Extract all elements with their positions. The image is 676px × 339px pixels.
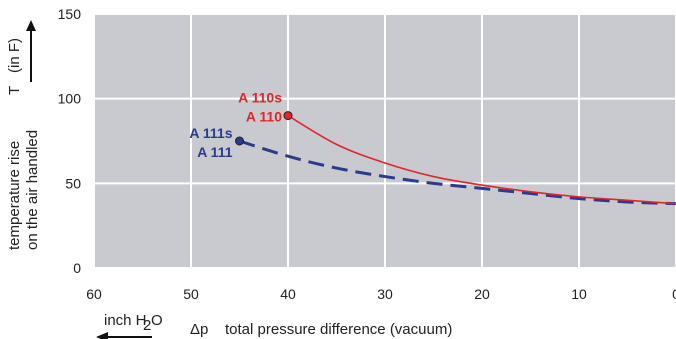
xlabel-unit: inch H (104, 312, 147, 329)
ylabel-symbol: T (6, 86, 23, 95)
series-label: A 110 (246, 109, 282, 125)
y-tick-label: 0 (73, 260, 81, 276)
tick-labels: 6050403020100050100150 (58, 6, 676, 302)
xlabel: total pressure difference (vacuum) (225, 321, 452, 338)
grid-lines (93, 13, 676, 269)
series-line-1 (239, 139, 676, 206)
xlabel-unit-end: O (151, 312, 163, 329)
x-tick-label: 20 (474, 286, 490, 302)
series-label: A 111s (189, 125, 232, 141)
ylabel-line2: on the air handled (24, 130, 41, 250)
x-tick-label: 50 (183, 286, 199, 302)
x-tick-label: 30 (377, 286, 393, 302)
x-tick-label: 0 (672, 286, 676, 302)
x-tick-label: 60 (86, 286, 102, 302)
xlabel-sub: 2 (143, 317, 151, 334)
y-arrow-head (26, 20, 36, 31)
y-tick-label: 150 (58, 6, 82, 22)
series-start-point (283, 111, 293, 121)
series-start-point (235, 136, 244, 146)
y-axis-title: temperature rise on the air handled T (i… (6, 20, 41, 250)
series-label: A 110s (238, 90, 282, 106)
x-axis-title: inch H 2 O Δp total pressure difference … (96, 312, 452, 339)
series-layer: A 111s A 111 A 110s A 110 (189, 90, 676, 206)
series-label: A 111 (197, 144, 233, 160)
x-arrow-head (96, 332, 108, 339)
y-tick-label: 50 (65, 175, 81, 191)
x-tick-label: 10 (571, 286, 587, 302)
ylabel-unit: (in F) (6, 38, 23, 73)
x-tick-label: 40 (280, 286, 296, 302)
ylabel-line1: temperature rise (6, 141, 23, 250)
xlabel-symbol: Δp (190, 321, 208, 338)
series-line-0 (287, 114, 676, 205)
y-tick-label: 100 (58, 91, 82, 107)
